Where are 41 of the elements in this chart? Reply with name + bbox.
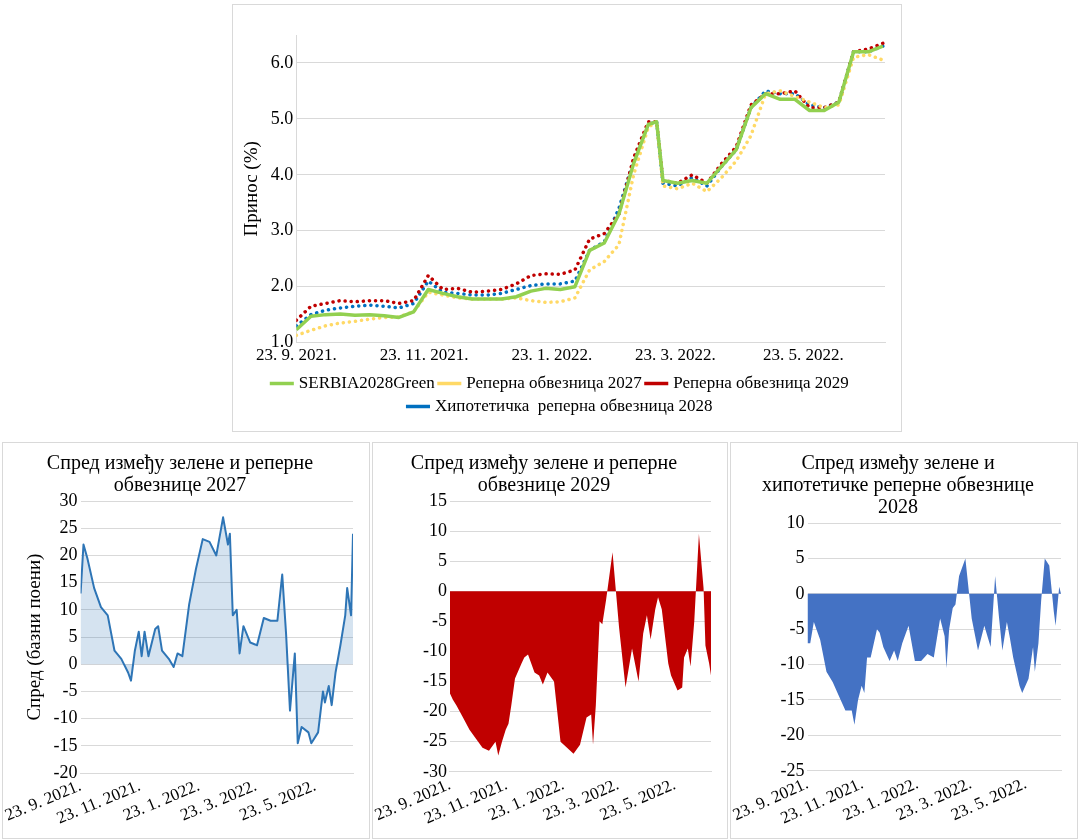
y-tick-label: -30: [422, 760, 447, 781]
x-tick-label: 23. 1. 2022.: [511, 345, 593, 365]
y-tick-label: 10: [59, 598, 78, 619]
y-tick-label: 6.0: [270, 51, 294, 72]
y-tick-label: 0: [68, 653, 78, 674]
y-tick-label: 2.0: [270, 275, 294, 296]
y-tick-label: 0: [795, 582, 805, 603]
legend-label: SERBIA2028Green: [298, 372, 436, 392]
y-tick-label: 5: [795, 547, 805, 568]
y-tick-label: -15: [780, 688, 805, 709]
y-tick-label: 0: [437, 579, 447, 600]
y-axis-title: Спред (базни поени): [23, 553, 46, 721]
x-tick-label: 23. 11. 2021.: [379, 345, 469, 365]
y-tick-label: -15: [53, 734, 78, 755]
y-tick-label: -10: [53, 707, 78, 728]
x-tick-label: 23. 5. 2022.: [762, 345, 844, 365]
y-tick-label: 5.0: [270, 107, 294, 128]
y-tick-label: 5: [437, 549, 447, 570]
legend-label: Реперна обвезница 2029: [673, 372, 849, 392]
y-tick-label: 10: [428, 519, 447, 540]
y-tick-label: 4.0: [270, 163, 294, 184]
legend-label: Реперна обвезница 2027: [466, 372, 643, 392]
y-tick-label: -10: [780, 653, 805, 674]
y-tick-label: -5: [431, 610, 447, 631]
y-tick-label: 15: [59, 571, 78, 592]
y-tick-label: -5: [789, 617, 805, 638]
y-tick-label: 5: [68, 625, 78, 646]
y-tick-label: 3.0: [270, 219, 294, 240]
legend-label: Хипотетичка реперна обвезница 2028: [434, 395, 713, 415]
y-tick-label: -10: [422, 640, 447, 661]
y-tick-label: 25: [59, 516, 78, 537]
x-tick-label: 23. 3. 2022.: [635, 345, 716, 365]
y-tick-label: -15: [422, 670, 447, 691]
y-tick-label: -5: [62, 680, 78, 701]
y-tick-label: -20: [53, 761, 78, 782]
y-tick-label: -25: [422, 730, 447, 751]
y-axis-title: Принос (%): [240, 141, 263, 237]
y-tick-label: -20: [422, 700, 447, 721]
y-tick-label: -20: [780, 724, 805, 745]
y-tick-label: -25: [780, 759, 805, 780]
y-tick-label: 20: [59, 544, 78, 565]
